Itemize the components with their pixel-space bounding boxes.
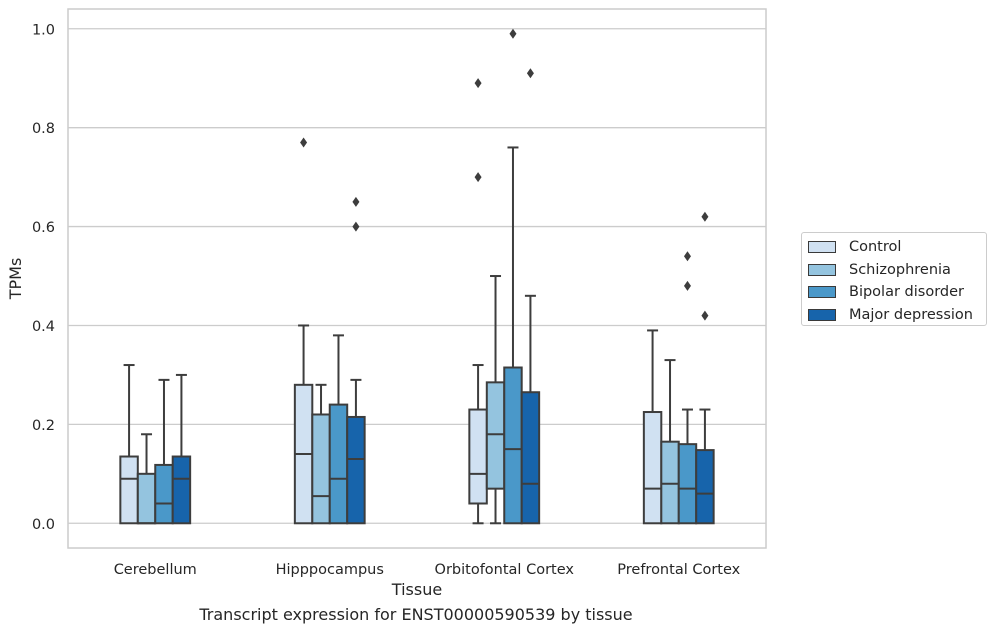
box-body [695, 449, 715, 525]
box-body [136, 472, 157, 525]
box-major-depression [695, 211, 715, 525]
box-body [311, 413, 331, 525]
box-bipolar-disorder [154, 378, 174, 525]
box-body [677, 443, 698, 525]
outlier-point [526, 68, 534, 79]
outlier-point [300, 137, 308, 148]
outlier-point [509, 28, 517, 39]
outlier-point [352, 221, 360, 232]
outlier-point [701, 211, 709, 222]
box-major-depression [171, 373, 192, 525]
legend-label: Control [849, 239, 902, 256]
legend-swatch [808, 263, 836, 276]
y-tick-label: 0.6 [32, 220, 55, 236]
outlier-point [474, 78, 482, 89]
figure-caption-text: Transcript expression for ENST0000059053… [199, 605, 633, 624]
legend: Control Schizophrenia Bipolar disorder M… [801, 232, 987, 326]
legend-item-schizophrenia: Schizophrenia [802, 259, 986, 282]
box-body [503, 366, 523, 525]
y-tick-label: 0.4 [32, 319, 55, 335]
box-body [328, 403, 349, 525]
box-bipolar-disorder [503, 28, 523, 525]
x-tick-label: Orbitofontal Cortex [435, 562, 575, 578]
y-tick-label: 0.2 [32, 418, 55, 434]
legend-label: Bipolar disorder [849, 284, 964, 301]
x-axis-label: Tissue [391, 580, 442, 599]
legend-item-control: Control [802, 236, 986, 259]
box-major-depression [346, 196, 366, 525]
box-control [642, 329, 663, 525]
x-tick-label: Hipppocampus [276, 562, 384, 578]
legend-swatch [808, 308, 836, 321]
box-control [293, 137, 314, 525]
y-tick-label: 0.8 [32, 121, 55, 137]
box-body [485, 381, 506, 490]
x-tick-label: Prefrontal Cortex [617, 562, 740, 578]
box-body [171, 455, 192, 525]
y-tick-label: 0.0 [32, 517, 55, 533]
box-schizophrenia [485, 275, 506, 525]
plot-frame [67, 8, 767, 549]
box-body [520, 391, 541, 525]
box-control [119, 364, 139, 525]
box-bipolar-disorder [328, 334, 349, 525]
box-schizophrenia [660, 359, 680, 525]
box-schizophrenia [136, 433, 157, 525]
legend-item-major-depression: Major depression [802, 304, 986, 327]
y-ticks: 0.0 0.2 0.4 0.6 0.8 1.0 [32, 22, 55, 532]
legend-swatch [808, 241, 836, 254]
box-control [468, 78, 488, 525]
outlier-point [683, 251, 691, 262]
box-major-depression [520, 68, 541, 525]
outlier-point [352, 196, 360, 207]
legend-label: Schizophrenia [849, 261, 951, 278]
figure-caption: Transcript expression for ENST0000059053… [0, 605, 997, 624]
outlier-point [701, 310, 709, 321]
y-axis-label: TPMs [6, 258, 25, 301]
boxes-layer [119, 28, 715, 525]
box-bipolar-disorder [677, 251, 698, 525]
x-ticks: Cerebellum Hipppocampus Orbitofontal Corte… [114, 562, 741, 578]
y-tick-label: 1.0 [32, 22, 55, 38]
box-schizophrenia [311, 383, 331, 525]
outlier-point [474, 172, 482, 183]
box-body [154, 463, 174, 525]
x-tick-label: Cerebellum [114, 562, 197, 578]
legend-swatch [808, 286, 836, 299]
box-body [642, 411, 663, 525]
box-body [660, 440, 680, 525]
box-body [468, 408, 488, 505]
outlier-point [683, 280, 691, 291]
legend-label: Major depression [849, 306, 973, 323]
box-body [119, 455, 139, 525]
legend-item-bipolar-disorder: Bipolar disorder [802, 281, 986, 304]
box-body [346, 415, 366, 525]
